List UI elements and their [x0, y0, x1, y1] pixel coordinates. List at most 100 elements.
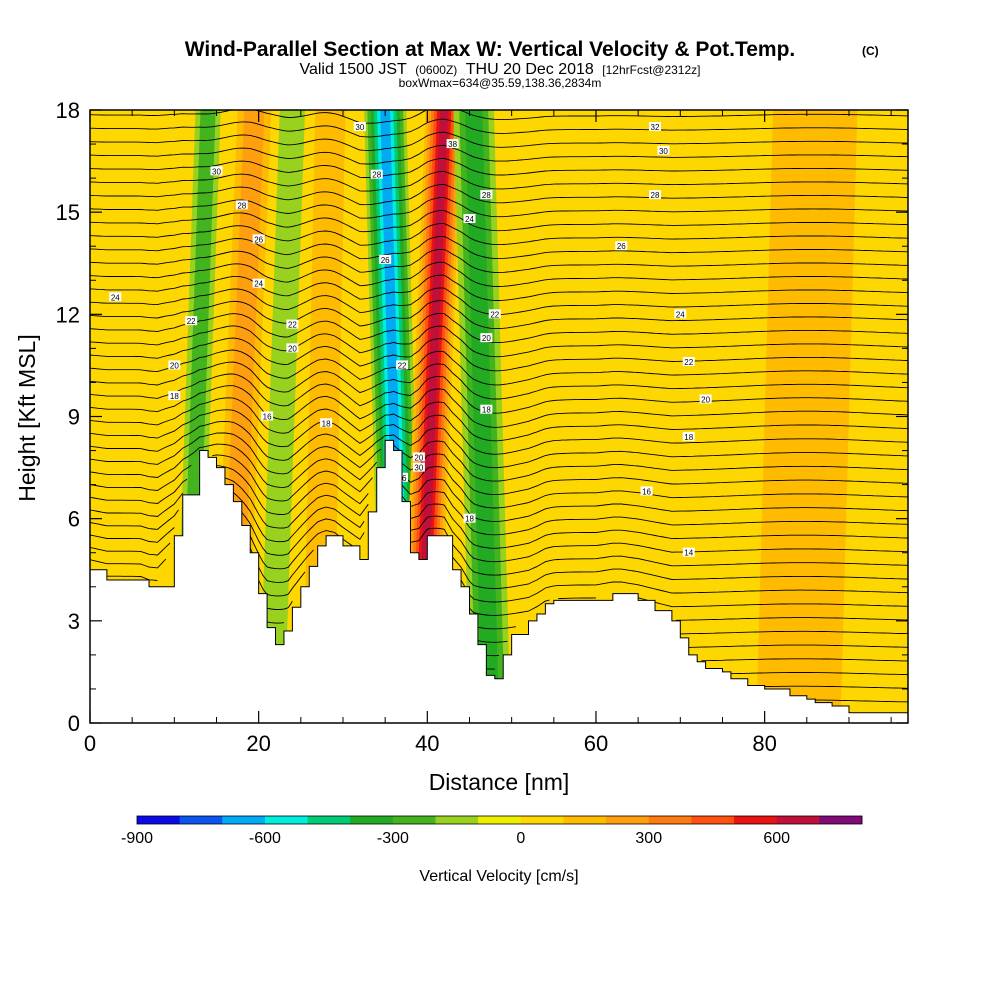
contour-label-text: 24 [465, 215, 474, 224]
colorbar-swatch [520, 816, 564, 824]
isentrope-line [90, 443, 908, 496]
contour-label: 26 [615, 241, 628, 251]
contour-label: 24 [252, 278, 265, 289]
contour-label-text: 22 [187, 317, 196, 326]
colorbar-swatch [350, 816, 394, 824]
chart-title-mark: (C) [862, 44, 879, 58]
contour-label-text: 30 [212, 167, 221, 176]
contour-label-text: 30 [355, 123, 364, 132]
isentrope-line [90, 507, 908, 563]
y-axis: 0 3 6 9 12 15 18 [56, 98, 908, 736]
y-tick-label: 0 [68, 711, 80, 736]
contour-label-text: 32 [651, 123, 660, 132]
contour-label-text: 18 [482, 406, 491, 415]
isentrope-line [90, 248, 908, 274]
velocity-band-2 [258, 110, 306, 723]
contour-label: 20 [168, 360, 181, 370]
colorbar: -900 -600 -300 0 300 600 [121, 815, 863, 847]
contour-label-text: 28 [482, 191, 491, 200]
contour-label: 24 [463, 213, 476, 224]
contour-label-text: 24 [111, 293, 120, 302]
contour-label-text: 16 [642, 487, 651, 496]
isentrope-line [262, 597, 908, 616]
colorbar-swatch [691, 816, 735, 824]
isentrope-line [90, 131, 908, 151]
x-tick-label: 0 [84, 731, 96, 756]
contour-label-text: 38 [448, 140, 457, 149]
colorbar-tick-label: 600 [763, 830, 790, 847]
isentrope-line [90, 489, 908, 549]
plot-area: 2422201816183028262422203028262220303638… [90, 94, 908, 723]
colorbar-swatch [264, 816, 308, 824]
isentrope-line [90, 312, 908, 344]
colorbar-swatch [307, 816, 351, 824]
colorbar-swatch [179, 816, 223, 824]
subtitle-utc-time: (0600Z) [415, 63, 457, 77]
isentrope-line [90, 373, 908, 414]
contour-label: 32 [649, 122, 662, 132]
contour-label-text: 18 [684, 433, 693, 442]
x-axis: 0 20 40 60 80 [84, 110, 892, 756]
colorbar-tick-label: -600 [249, 830, 281, 847]
contour-label-text: 22 [684, 358, 693, 367]
colorbar-swatch [563, 816, 607, 824]
colorbar-swatch [734, 816, 778, 824]
contour-label-text: 16 [263, 413, 272, 422]
isentrope-line [477, 630, 908, 643]
x-tick-label: 20 [246, 731, 270, 756]
contour-label-text: 26 [381, 256, 390, 265]
subtitle-forecast: [12hrFcst@2312z] [602, 63, 700, 77]
contour-label: 30 [412, 462, 425, 473]
contour-label: 18 [682, 431, 695, 442]
contour-label-text: 28 [372, 171, 381, 180]
subtitle-valid-time: Valid 1500 JST [299, 61, 407, 78]
contour-label-text: 22 [398, 361, 407, 370]
colorbar-swatch [648, 816, 692, 824]
colorbar-swatch [435, 816, 479, 824]
isentrope-line [90, 274, 908, 301]
isentrope-line [764, 685, 908, 689]
contour-label: 18 [168, 391, 181, 401]
isentrope-line [356, 94, 398, 97]
box-info: boxWmax=634@35.59,138.36,2834m [399, 76, 602, 90]
isentrope-line [90, 157, 908, 178]
contour-label-text: 20 [170, 361, 179, 370]
isentrope-line [90, 349, 908, 386]
contour-label-text: 30 [414, 464, 423, 473]
contour-label-text: 20 [414, 453, 423, 462]
subtitle-date: THU 20 Dec 2018 [466, 61, 594, 78]
isentrope-line [90, 361, 908, 400]
colorbar-title: Vertical Velocity [cm/s] [419, 868, 578, 885]
contour-label: 20 [412, 452, 425, 462]
contour-label-text: 22 [288, 321, 297, 330]
contour-label-text: 28 [651, 191, 660, 200]
contour-label: 30 [657, 145, 670, 156]
contour-labels: 2422201816183028262422203028262220303638… [109, 122, 712, 558]
contour-label: 28 [235, 200, 248, 210]
contour-label: 20 [480, 333, 493, 343]
colorbar-swatch [137, 816, 181, 824]
isentrope-line [90, 171, 908, 192]
isentrope-line [90, 210, 908, 233]
contour-label: 30 [210, 166, 223, 176]
chart-title: Wind-Parallel Section at Max W: Vertical… [185, 38, 796, 61]
colorbar-swatch [776, 816, 820, 824]
contour-label: 24 [674, 309, 687, 319]
contour-label-text: 26 [254, 235, 263, 244]
y-tick-label: 3 [68, 609, 80, 634]
x-axis-title: Distance [nm] [429, 769, 570, 795]
contour-label: 18 [480, 404, 493, 415]
contour-label: 22 [396, 360, 409, 370]
contour-label: 22 [488, 309, 501, 319]
chart-subtitle: Valid 1500 JST (0600Z) THU 20 Dec 2018 [… [299, 61, 700, 78]
contour-label: 28 [370, 169, 383, 180]
isentrope-line [90, 110, 908, 124]
isentrope-line [90, 300, 908, 330]
potential-temperature-contours [90, 94, 908, 703]
y-axis-title: Height [Kft MSL] [14, 334, 40, 501]
contour-label-text: 24 [254, 280, 263, 289]
y-tick-label: 6 [68, 507, 80, 532]
isentrope-line [90, 261, 908, 287]
isentrope-line [730, 672, 908, 676]
